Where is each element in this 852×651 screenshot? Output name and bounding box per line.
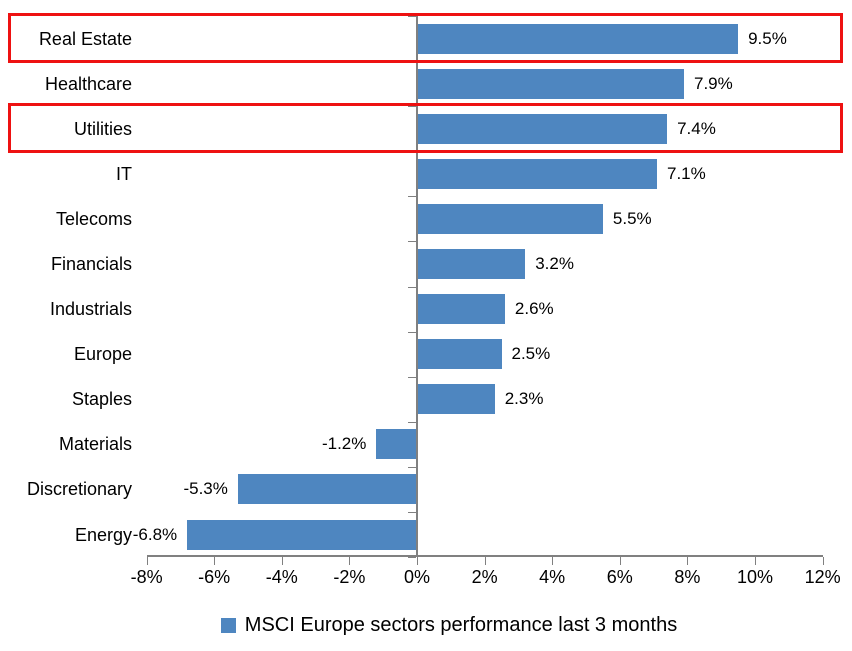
- category-axis-tick: [408, 286, 416, 288]
- bar: [417, 384, 495, 415]
- value-axis-tick: [214, 557, 216, 565]
- bar: [417, 249, 526, 279]
- x-tick-label: -2%: [333, 567, 366, 587]
- x-tick-label: 2%: [471, 567, 498, 587]
- x-tick-label: 12%: [804, 567, 841, 587]
- value-axis-line: [146, 555, 823, 557]
- bar: [417, 113, 668, 144]
- category-axis-line: [416, 16, 418, 557]
- category-axis-tick: [408, 511, 416, 513]
- value-label: 5.5%: [612, 208, 652, 228]
- category-label: Real Estate: [38, 28, 132, 49]
- x-tick-label: -8%: [130, 567, 163, 587]
- legend: MSCI Europe sectors performance last 3 m…: [0, 613, 852, 637]
- value-label: 7.9%: [694, 73, 733, 93]
- category-label: Telecoms: [55, 208, 132, 229]
- category-label: Materials: [58, 434, 132, 455]
- value-label: -5.3%: [183, 479, 228, 499]
- legend-swatch-icon: [220, 617, 236, 633]
- bar: [417, 68, 684, 99]
- category-label: IT: [116, 163, 132, 184]
- value-label: 2.3%: [504, 389, 544, 409]
- value-axis-tick: [349, 557, 351, 565]
- value-label: -1.2%: [321, 434, 367, 454]
- value-label: 7.1%: [667, 163, 706, 183]
- category-label: Financials: [50, 254, 132, 274]
- bar: [376, 429, 417, 460]
- legend-label: MSCI Europe sectors performance last 3 m…: [244, 613, 678, 636]
- category-axis-tick: [408, 196, 416, 198]
- value-label: 2.6%: [514, 299, 554, 318]
- bar: [187, 519, 417, 550]
- category-axis-tick: [408, 376, 416, 378]
- category-label: Discretionary: [26, 479, 132, 500]
- value-label: 3.2%: [535, 254, 574, 273]
- value-axis-tick: [755, 557, 756, 565]
- category-label: Europe: [73, 344, 132, 365]
- value-axis-tick: [822, 557, 824, 565]
- category-label: Healthcare: [44, 73, 132, 94]
- bar: [417, 23, 739, 54]
- value-label: 7.4%: [677, 118, 716, 138]
- bar: [417, 203, 603, 234]
- highlight-box: [8, 13, 843, 64]
- x-tick-label: 4%: [539, 567, 566, 587]
- value-axis-tick: [281, 557, 283, 565]
- category-label: Utilities: [73, 118, 132, 139]
- category-axis-tick: [408, 16, 416, 17]
- category-axis-tick: [408, 241, 416, 243]
- value-label: 9.5%: [748, 28, 787, 48]
- highlight-box: [8, 103, 843, 154]
- x-tick-label: 6%: [606, 567, 633, 587]
- value-axis-tick: [417, 557, 418, 565]
- bar: [237, 474, 417, 505]
- value-axis-tick: [552, 557, 554, 565]
- category-axis-tick: [408, 106, 416, 108]
- value-axis-tick: [484, 557, 486, 565]
- x-tick-label: 8%: [674, 567, 701, 587]
- x-tick-label: -6%: [198, 567, 231, 587]
- category-label: Energy: [74, 524, 132, 545]
- x-tick-label: -4%: [265, 567, 298, 587]
- value-axis-tick: [687, 557, 689, 565]
- x-tick-label: 0%: [403, 567, 430, 587]
- value-axis-tick: [619, 557, 621, 565]
- bar: [417, 339, 502, 370]
- category-axis-tick: [408, 557, 416, 558]
- bar: [417, 294, 505, 324]
- bar: [417, 158, 657, 189]
- category-axis-tick: [408, 331, 416, 333]
- category-label: Staples: [71, 389, 132, 410]
- category-axis-tick: [408, 421, 416, 423]
- category-axis-tick: [408, 466, 416, 468]
- category-label: Industrials: [49, 299, 132, 319]
- value-label: 2.5%: [511, 344, 551, 364]
- x-tick-label: 10%: [736, 567, 774, 587]
- value-axis-tick: [146, 557, 148, 565]
- value-label: -6.8%: [132, 524, 178, 544]
